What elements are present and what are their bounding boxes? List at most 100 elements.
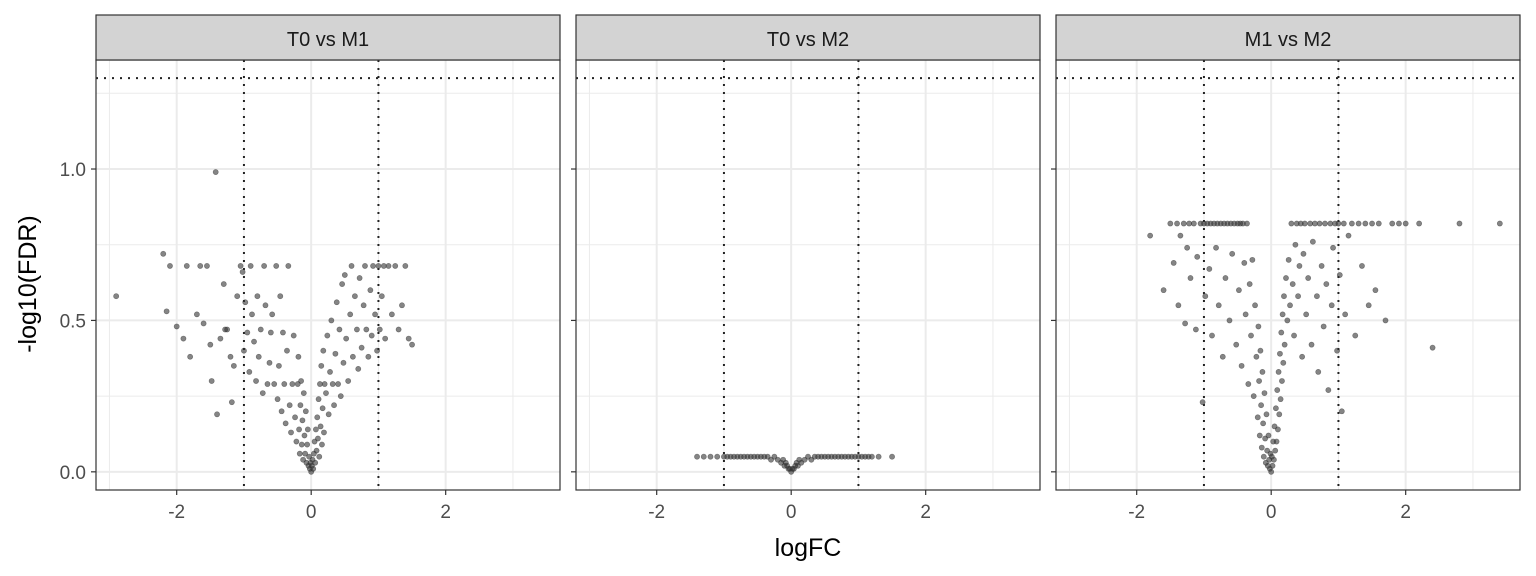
data-point [312,426,319,433]
data-point [370,263,376,269]
data-point [1175,302,1182,309]
data-point [1348,220,1355,227]
data-point [1206,266,1213,272]
data-point [274,396,281,403]
data-point [1315,369,1322,375]
data-point [255,353,262,360]
data-point [367,287,374,294]
data-point [1147,232,1154,239]
data-point [889,453,895,460]
data-point [1278,329,1285,336]
x-tick-label: -2 [168,502,185,523]
point-group [694,453,895,475]
data-point [310,465,317,472]
data-point [1244,220,1250,227]
data-point [300,390,307,396]
data-point [374,347,380,354]
data-point [315,435,321,442]
data-point [1279,311,1286,318]
data-point [212,169,219,175]
data-point [1177,232,1184,239]
data-point [1277,396,1284,403]
data-point [341,272,348,278]
data-point [1277,350,1283,357]
facet-strip [95,14,561,61]
data-point [296,426,302,433]
data-point [1289,281,1296,287]
panels-layer: T0 vs M1-2 0 20.00.51.0T0 vs M2-2 0 2M1 vs M… [60,14,1521,523]
data-point [298,441,305,448]
data-point [180,335,187,342]
data-point [333,299,340,306]
data-point [694,453,700,460]
data-point [1342,311,1349,318]
data-point [327,369,333,375]
data-point [254,293,261,300]
data-point [1250,393,1257,400]
data-point [372,311,378,318]
data-point [1270,456,1277,463]
data-point [1192,326,1199,333]
data-point [1276,411,1283,418]
facet-strip [1055,14,1521,61]
data-point [355,365,362,372]
data-point [348,263,355,269]
data-point [257,326,264,333]
data-point [1355,220,1362,227]
data-point [399,302,405,309]
data-point [1255,323,1262,330]
data-point [402,263,409,269]
data-point [276,362,282,369]
facet-strip-label: M1 vs M2 [1245,29,1332,51]
data-point [378,293,385,300]
data-point [160,250,167,257]
data-point [1305,275,1312,281]
data-point [1260,420,1267,427]
data-point [288,429,294,436]
data-point [247,263,254,269]
data-point [314,414,321,421]
data-point [1248,332,1254,339]
data-point [299,417,306,424]
data-point [1322,220,1328,227]
data-point [281,381,288,387]
data-point [1296,263,1303,269]
data-point [1238,362,1245,369]
data-point [220,281,227,287]
data-point [1249,256,1256,263]
y-tick-label: 0.0 [60,463,86,484]
data-point [208,378,215,384]
data-point [197,263,204,269]
x-tick-label: 2 [920,502,931,523]
data-point [395,326,402,333]
data-point [228,399,235,406]
data-point [1362,220,1369,227]
x-tick-label: -2 [648,502,665,523]
panel-background [1056,60,1520,490]
data-point [1242,311,1249,318]
data-point [1275,369,1282,375]
data-point [875,453,882,460]
data-point [1375,220,1382,227]
data-point [304,441,311,448]
data-point [1299,353,1306,360]
data-point [1170,259,1177,266]
data-point [1365,302,1372,309]
data-point [1174,220,1180,227]
data-point [1328,302,1335,309]
data-point [1292,241,1299,248]
data-point [1256,378,1262,384]
data-point [304,426,311,433]
data-point [360,302,367,309]
data-point [388,311,395,318]
data-point [1295,293,1301,300]
data-point [1359,263,1365,269]
y-axis-label: -log10(FDR) [14,215,42,353]
data-point [1226,317,1233,324]
data-point [1396,220,1402,227]
data-point [1241,259,1248,266]
data-point [1308,341,1315,348]
data-point [1182,320,1189,327]
data-point [253,378,259,384]
data-point [1303,311,1310,318]
